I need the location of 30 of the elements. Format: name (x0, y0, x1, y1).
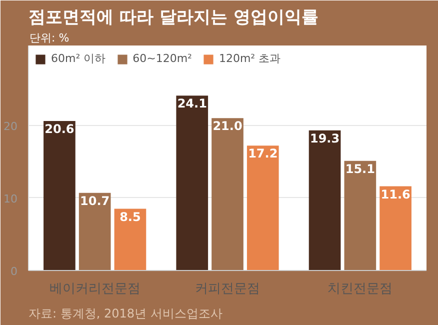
x-tick-label: 커피전문점 (195, 282, 260, 296)
bar (380, 186, 412, 270)
bar (308, 130, 341, 270)
text: 24.1 (177, 96, 207, 111)
x-tick-label: 베이커리전문점 (49, 282, 140, 296)
text: 21.0 (212, 119, 242, 134)
x-tick-label: 치킨전문점 (328, 282, 393, 296)
legend-label: 60m² 이하 (51, 51, 106, 66)
y-tick-label: 10 (4, 192, 18, 206)
legend-label: 60~120m² (132, 52, 192, 65)
text: 8.5 (120, 210, 141, 224)
text: 20.6 (44, 122, 74, 136)
y-tick-label: 0 (10, 265, 18, 278)
y-tick-label: 20 (4, 120, 18, 133)
legend-label: 120m² 초과 (218, 51, 281, 66)
text: 10.7 (80, 194, 110, 208)
bar (246, 146, 279, 270)
chart-title: 점포면적에 따라 달라지는 영업이익률 (28, 8, 318, 28)
bar (114, 208, 146, 270)
text: 17.2 (248, 146, 278, 161)
text: 11.6 (380, 187, 410, 202)
bar (212, 118, 244, 270)
chart-subtitle: 단위: % (30, 32, 70, 44)
bar (344, 160, 376, 270)
text: 19.3 (310, 131, 340, 146)
bar (44, 120, 76, 270)
text: 자료: 통계청, 2018년 서비스업조사 (28, 306, 222, 320)
bar (78, 192, 111, 270)
text: 15.1 (345, 162, 375, 176)
bar (176, 96, 208, 270)
